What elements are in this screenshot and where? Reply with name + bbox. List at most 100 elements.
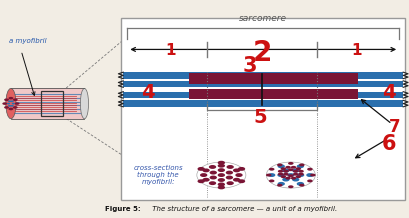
Bar: [123, 100, 402, 107]
Text: a myofibril: a myofibril: [9, 38, 46, 44]
Circle shape: [237, 179, 245, 183]
Circle shape: [277, 164, 284, 168]
Text: 1: 1: [350, 43, 361, 58]
Circle shape: [13, 106, 18, 109]
Text: 7: 7: [388, 118, 400, 136]
Text: 1: 1: [164, 43, 175, 58]
Circle shape: [7, 103, 10, 104]
Circle shape: [9, 108, 13, 110]
Circle shape: [209, 171, 216, 175]
Text: 3: 3: [242, 56, 256, 76]
Bar: [123, 81, 402, 87]
Circle shape: [285, 177, 290, 180]
Circle shape: [292, 170, 298, 173]
Circle shape: [286, 173, 294, 177]
Circle shape: [12, 103, 15, 104]
Circle shape: [309, 174, 315, 177]
Circle shape: [296, 164, 303, 168]
Circle shape: [208, 181, 216, 185]
Circle shape: [298, 170, 303, 173]
Circle shape: [291, 178, 299, 182]
Circle shape: [232, 169, 240, 172]
Bar: [11, 89, 84, 119]
Circle shape: [285, 166, 290, 169]
Text: 4: 4: [141, 83, 154, 102]
Circle shape: [8, 105, 11, 107]
Circle shape: [9, 97, 13, 99]
Text: The structure of a sarcomere — a unit of a myofibril.: The structure of a sarcomere — a unit of…: [149, 206, 336, 212]
Text: cross-sections
through the
myofibril:: cross-sections through the myofibril:: [133, 165, 182, 185]
Circle shape: [276, 164, 282, 166]
Circle shape: [288, 168, 293, 171]
Circle shape: [295, 175, 300, 178]
Circle shape: [306, 179, 312, 182]
Circle shape: [288, 162, 293, 165]
Circle shape: [280, 167, 285, 170]
Circle shape: [277, 173, 283, 176]
Text: 5: 5: [253, 108, 266, 127]
Circle shape: [8, 100, 11, 102]
Circle shape: [217, 178, 225, 182]
Circle shape: [265, 162, 315, 188]
Ellipse shape: [6, 89, 16, 119]
Circle shape: [267, 173, 275, 177]
Circle shape: [268, 168, 274, 171]
Circle shape: [200, 173, 207, 177]
Text: Figure 5:: Figure 5:: [105, 206, 140, 212]
Bar: [123, 92, 402, 98]
Circle shape: [217, 168, 225, 172]
Circle shape: [2, 102, 7, 105]
Circle shape: [298, 164, 304, 166]
Circle shape: [277, 170, 283, 173]
Circle shape: [196, 162, 245, 188]
Circle shape: [202, 169, 209, 172]
Circle shape: [235, 173, 242, 177]
Circle shape: [268, 179, 274, 182]
Circle shape: [11, 100, 14, 102]
Circle shape: [225, 171, 233, 175]
Circle shape: [209, 175, 216, 179]
Circle shape: [288, 174, 293, 177]
Circle shape: [283, 170, 288, 173]
Circle shape: [217, 161, 225, 165]
Circle shape: [13, 99, 18, 101]
Circle shape: [237, 167, 245, 171]
Circle shape: [226, 181, 233, 185]
Circle shape: [225, 175, 233, 179]
Circle shape: [197, 179, 204, 183]
Ellipse shape: [80, 89, 88, 119]
Text: 6: 6: [381, 134, 395, 154]
Circle shape: [281, 169, 289, 172]
Circle shape: [276, 173, 284, 177]
Circle shape: [226, 165, 233, 169]
Circle shape: [265, 174, 271, 177]
Circle shape: [298, 173, 303, 176]
Circle shape: [197, 167, 204, 171]
Text: sarcomere: sarcomere: [238, 14, 287, 24]
Circle shape: [276, 184, 282, 187]
Circle shape: [208, 165, 216, 169]
Circle shape: [296, 182, 303, 186]
Bar: [121, 18, 404, 200]
Circle shape: [217, 173, 225, 177]
Bar: [188, 89, 357, 99]
Circle shape: [4, 106, 9, 109]
Circle shape: [306, 168, 312, 171]
Circle shape: [288, 185, 293, 188]
Circle shape: [290, 177, 296, 180]
Circle shape: [217, 182, 225, 186]
Circle shape: [306, 173, 313, 177]
Circle shape: [277, 182, 284, 186]
Text: 2: 2: [252, 39, 271, 67]
Bar: [40, 91, 63, 116]
Bar: [123, 72, 402, 79]
Circle shape: [202, 178, 209, 182]
Circle shape: [15, 102, 20, 105]
Circle shape: [217, 186, 225, 189]
Circle shape: [217, 164, 225, 168]
Circle shape: [280, 175, 285, 178]
Circle shape: [232, 178, 240, 182]
Circle shape: [4, 99, 9, 101]
Circle shape: [292, 173, 298, 176]
Text: 4: 4: [381, 83, 395, 102]
